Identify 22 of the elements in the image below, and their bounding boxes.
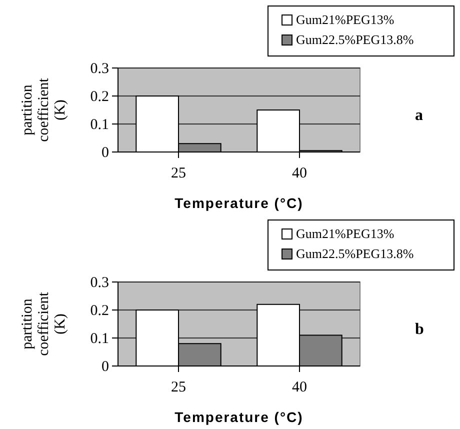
y-tick-label: 0.1 [90, 330, 109, 347]
x-tick-label: 40 [292, 380, 307, 396]
x-tick-label: 40 [292, 166, 307, 182]
x-tick-label: 25 [171, 380, 186, 396]
legend-label: Gum21%PEG13% [296, 12, 394, 27]
y-tick-label: 0.3 [90, 274, 109, 291]
text: a [415, 107, 423, 124]
y-axis-title: partition coefficient (K) [20, 77, 68, 142]
legend-label: Gum21%PEG13% [296, 226, 394, 241]
y-axis-title: partition coefficient (K) [20, 291, 68, 356]
x-axis-title: Temperature (°C) [174, 195, 304, 211]
x-axis-title: Temperature (°C) [174, 409, 304, 425]
y-tick-label: 0.2 [90, 88, 109, 105]
y-tick-label: 0 [102, 144, 109, 161]
y-tick-label: 0.2 [90, 302, 109, 319]
text: b [415, 321, 424, 338]
y-tick-label: 0 [102, 358, 109, 375]
y-tick-label: 0.1 [90, 116, 109, 133]
legend-label: Gum22.5%PEG13.8% [296, 246, 414, 261]
x-tick-label: 25 [171, 166, 186, 182]
y-tick-label: 0.3 [90, 60, 109, 77]
legend-label: Gum22.5%PEG13.8% [296, 32, 414, 47]
